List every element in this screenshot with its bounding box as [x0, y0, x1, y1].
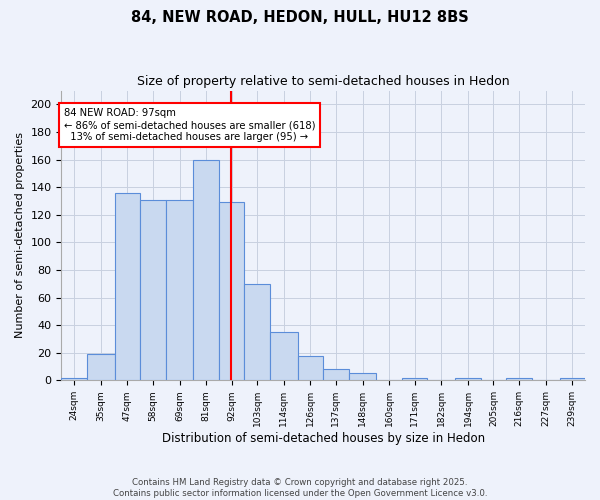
Bar [219, 202, 244, 380]
Bar [349, 374, 376, 380]
Bar [560, 378, 585, 380]
Title: Size of property relative to semi-detached houses in Hedon: Size of property relative to semi-detach… [137, 75, 509, 88]
X-axis label: Distribution of semi-detached houses by size in Hedon: Distribution of semi-detached houses by … [161, 432, 485, 445]
Text: 84, NEW ROAD, HEDON, HULL, HU12 8BS: 84, NEW ROAD, HEDON, HULL, HU12 8BS [131, 10, 469, 25]
Bar [166, 200, 193, 380]
Text: 84 NEW ROAD: 97sqm
← 86% of semi-detached houses are smaller (618)
  13% of semi: 84 NEW ROAD: 97sqm ← 86% of semi-detache… [64, 108, 315, 142]
Bar [298, 356, 323, 380]
Y-axis label: Number of semi-detached properties: Number of semi-detached properties [15, 132, 25, 338]
Bar [87, 354, 115, 380]
Bar [140, 200, 166, 380]
Bar [270, 332, 298, 380]
Bar [506, 378, 532, 380]
Bar [61, 378, 87, 380]
Bar [402, 378, 427, 380]
Text: Contains HM Land Registry data © Crown copyright and database right 2025.
Contai: Contains HM Land Registry data © Crown c… [113, 478, 487, 498]
Bar [323, 370, 349, 380]
Bar [455, 378, 481, 380]
Bar [115, 192, 140, 380]
Bar [244, 284, 270, 380]
Bar [193, 160, 219, 380]
